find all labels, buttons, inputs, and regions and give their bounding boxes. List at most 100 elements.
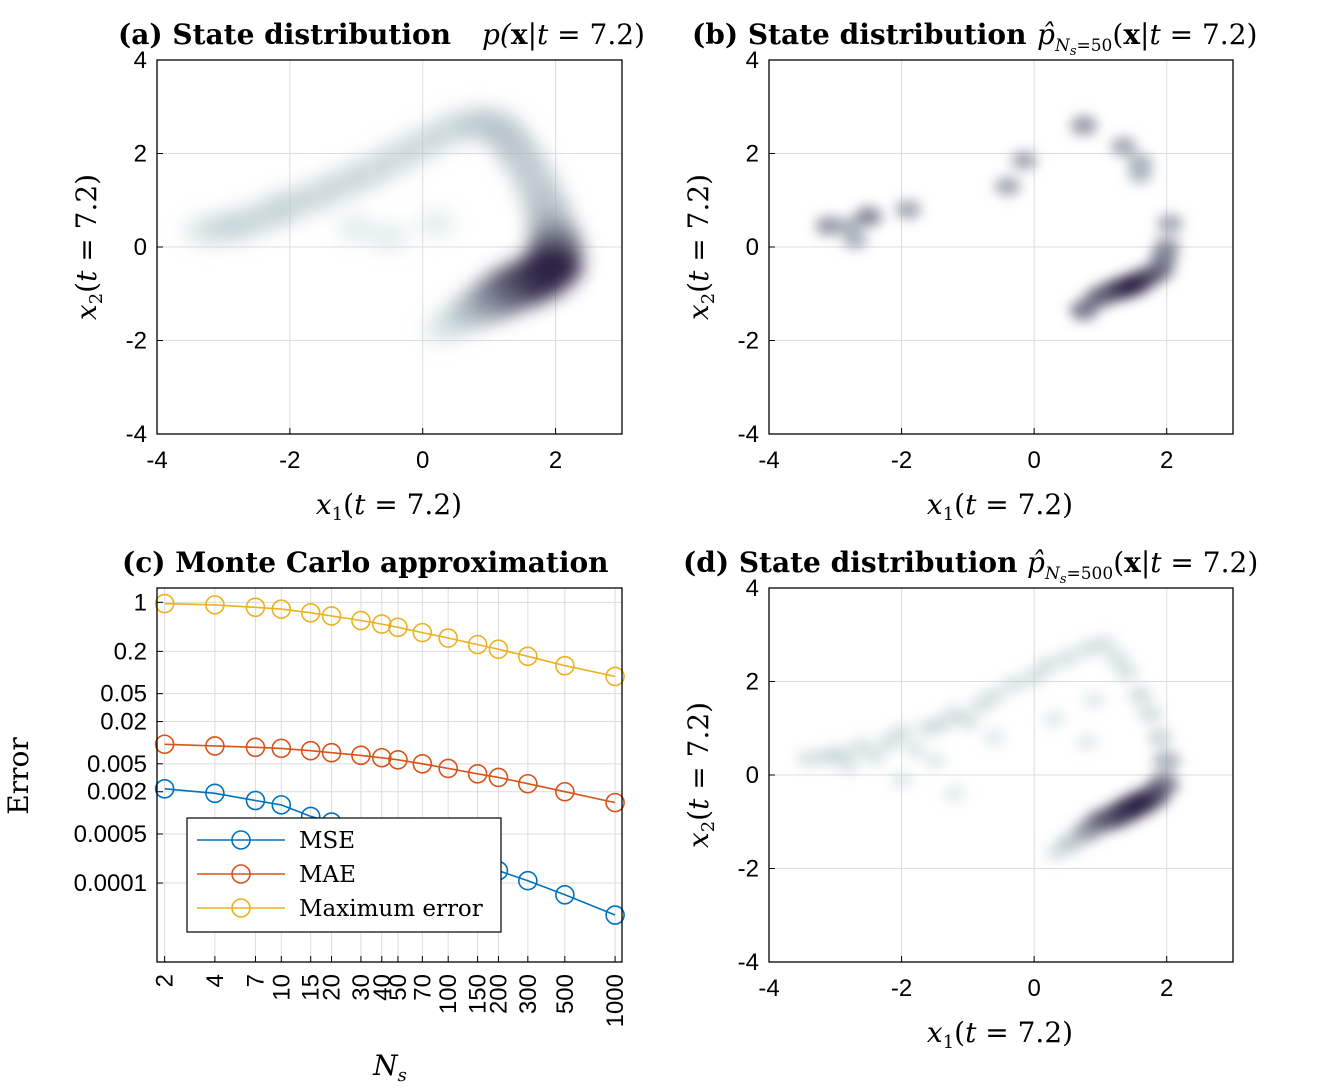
y-tick-label: 4 (746, 575, 759, 602)
density-blob (842, 230, 868, 250)
panel-a-ticks: -4 -2 0 2 -4 -2 0 2 4 (126, 47, 563, 474)
y-tick-label: 0.0005 (74, 821, 147, 848)
density-blob (943, 785, 966, 802)
density-blob (815, 216, 842, 236)
series-marker (321, 742, 342, 763)
x-tick-label: 2 (549, 447, 562, 474)
x-tick-label: 50 (385, 974, 412, 1001)
series-marker (438, 628, 458, 648)
series-marker (518, 870, 538, 891)
y-tick-label: 4 (746, 47, 759, 74)
density-blob (982, 686, 1007, 705)
density-blob (1042, 710, 1066, 728)
panel-d-ticks: -4 -2 0 2 -4 -2 0 2 4 (738, 575, 1174, 1002)
x-tick-label: 300 (515, 974, 542, 1014)
series-marker (351, 745, 371, 766)
x-tick-label: -2 (891, 975, 912, 1002)
series-marker (271, 599, 292, 619)
x-tick-label: 7 (242, 974, 269, 987)
series-marker (488, 639, 509, 659)
x-tick-label: 100 (435, 974, 462, 1014)
density-blob (863, 747, 887, 765)
legend-label: MAE (299, 862, 356, 888)
legend-label: Maximum error (299, 896, 483, 922)
density-blob (889, 724, 914, 742)
panel-b-ylabel: x2(t = 7.2) (682, 174, 719, 320)
density-blob (1105, 649, 1129, 667)
density-blob (337, 214, 376, 243)
density-blob (1157, 214, 1183, 234)
density-blob (895, 200, 922, 220)
series-marker (388, 750, 408, 770)
x-tick-label: 2 (1160, 975, 1173, 1002)
legend-label: MSE (299, 828, 355, 854)
density-blob (416, 209, 456, 238)
density-blob (1082, 692, 1105, 709)
y-tick-label: 1 (134, 589, 147, 616)
density-blob (1022, 668, 1046, 686)
series-marker (271, 738, 292, 759)
panel-d-state-distribution: -4 -2 0 2 -4 -2 0 2 4 (d) State distribution p̂N… (682, 546, 1258, 1053)
legend-marker (231, 864, 251, 884)
x-tick-label: 0 (1027, 447, 1040, 474)
density-blob (994, 176, 1021, 196)
series-marker (488, 767, 509, 788)
x-tick-label: -4 (758, 975, 779, 1002)
series-marker (518, 773, 538, 794)
series-marker (300, 602, 321, 623)
series-marker (245, 790, 266, 811)
density-blob (890, 771, 913, 788)
x-tick-label: 200 (485, 974, 512, 1014)
series-marker (271, 795, 292, 815)
density-blob (1110, 136, 1137, 157)
panel-d-title-math: p̂Ns=500(x|t = 7.2) (1027, 546, 1258, 587)
series-marker (371, 614, 392, 634)
panel-d-density (797, 635, 1181, 861)
series-marker (605, 666, 625, 687)
panel-c-legend: MSE MAE Maximum error (186, 817, 502, 933)
density-blob (370, 223, 409, 252)
series-marker (154, 734, 175, 755)
x-tick-label: 70 (409, 974, 436, 1001)
x-tick-label: 0 (416, 447, 429, 474)
density-blob (1070, 115, 1098, 136)
density-blob (854, 206, 883, 227)
density-blob (1069, 299, 1098, 321)
panel-a-state-distribution: -4 -2 0 2 -4 -2 0 2 4 (a) State distribution p(x… (70, 18, 645, 525)
series-marker (154, 593, 175, 614)
series-line-mae (164, 743, 616, 804)
x-tick-label: 20 (319, 974, 346, 1001)
series-marker (321, 606, 342, 626)
x-tick-label: 10 (268, 974, 295, 1001)
density-blob (1011, 150, 1038, 171)
series-marker (555, 655, 575, 676)
density-blob (1002, 675, 1026, 693)
x-tick-label: -2 (891, 447, 912, 474)
y-tick-label: 0.005 (87, 751, 147, 778)
x-tick-label: 4 (202, 974, 229, 987)
y-tick-label: 2 (746, 669, 759, 696)
density-blob (1035, 656, 1060, 674)
series-marker (371, 747, 392, 768)
series-line-maximum-error (164, 602, 616, 678)
series-marker (205, 736, 225, 756)
density-blob (1045, 843, 1070, 861)
panel-d-ylabel: x2(t = 7.2) (682, 702, 719, 848)
x-tick-label: 40 (369, 974, 396, 1001)
panel-d-xlabel: x1(t = 7.2) (927, 1016, 1073, 1053)
y-tick-label: 0 (134, 234, 147, 261)
panel-a-density (183, 106, 584, 344)
x-tick-label: 2 (1160, 447, 1173, 474)
series-marker (412, 622, 433, 643)
series-marker (605, 792, 625, 813)
panel-a-title-math: p(x|t = 7.2) (482, 18, 645, 51)
density-blob (837, 757, 860, 775)
y-tick-label: 2 (134, 141, 147, 168)
density-blob (797, 749, 821, 768)
panel-b-title-math: p̂Ns=50(x|t = 7.2) (1037, 18, 1257, 59)
panel-b-density (815, 115, 1183, 321)
series-marker (467, 634, 488, 655)
series-marker (467, 764, 488, 784)
series-marker (605, 905, 625, 925)
